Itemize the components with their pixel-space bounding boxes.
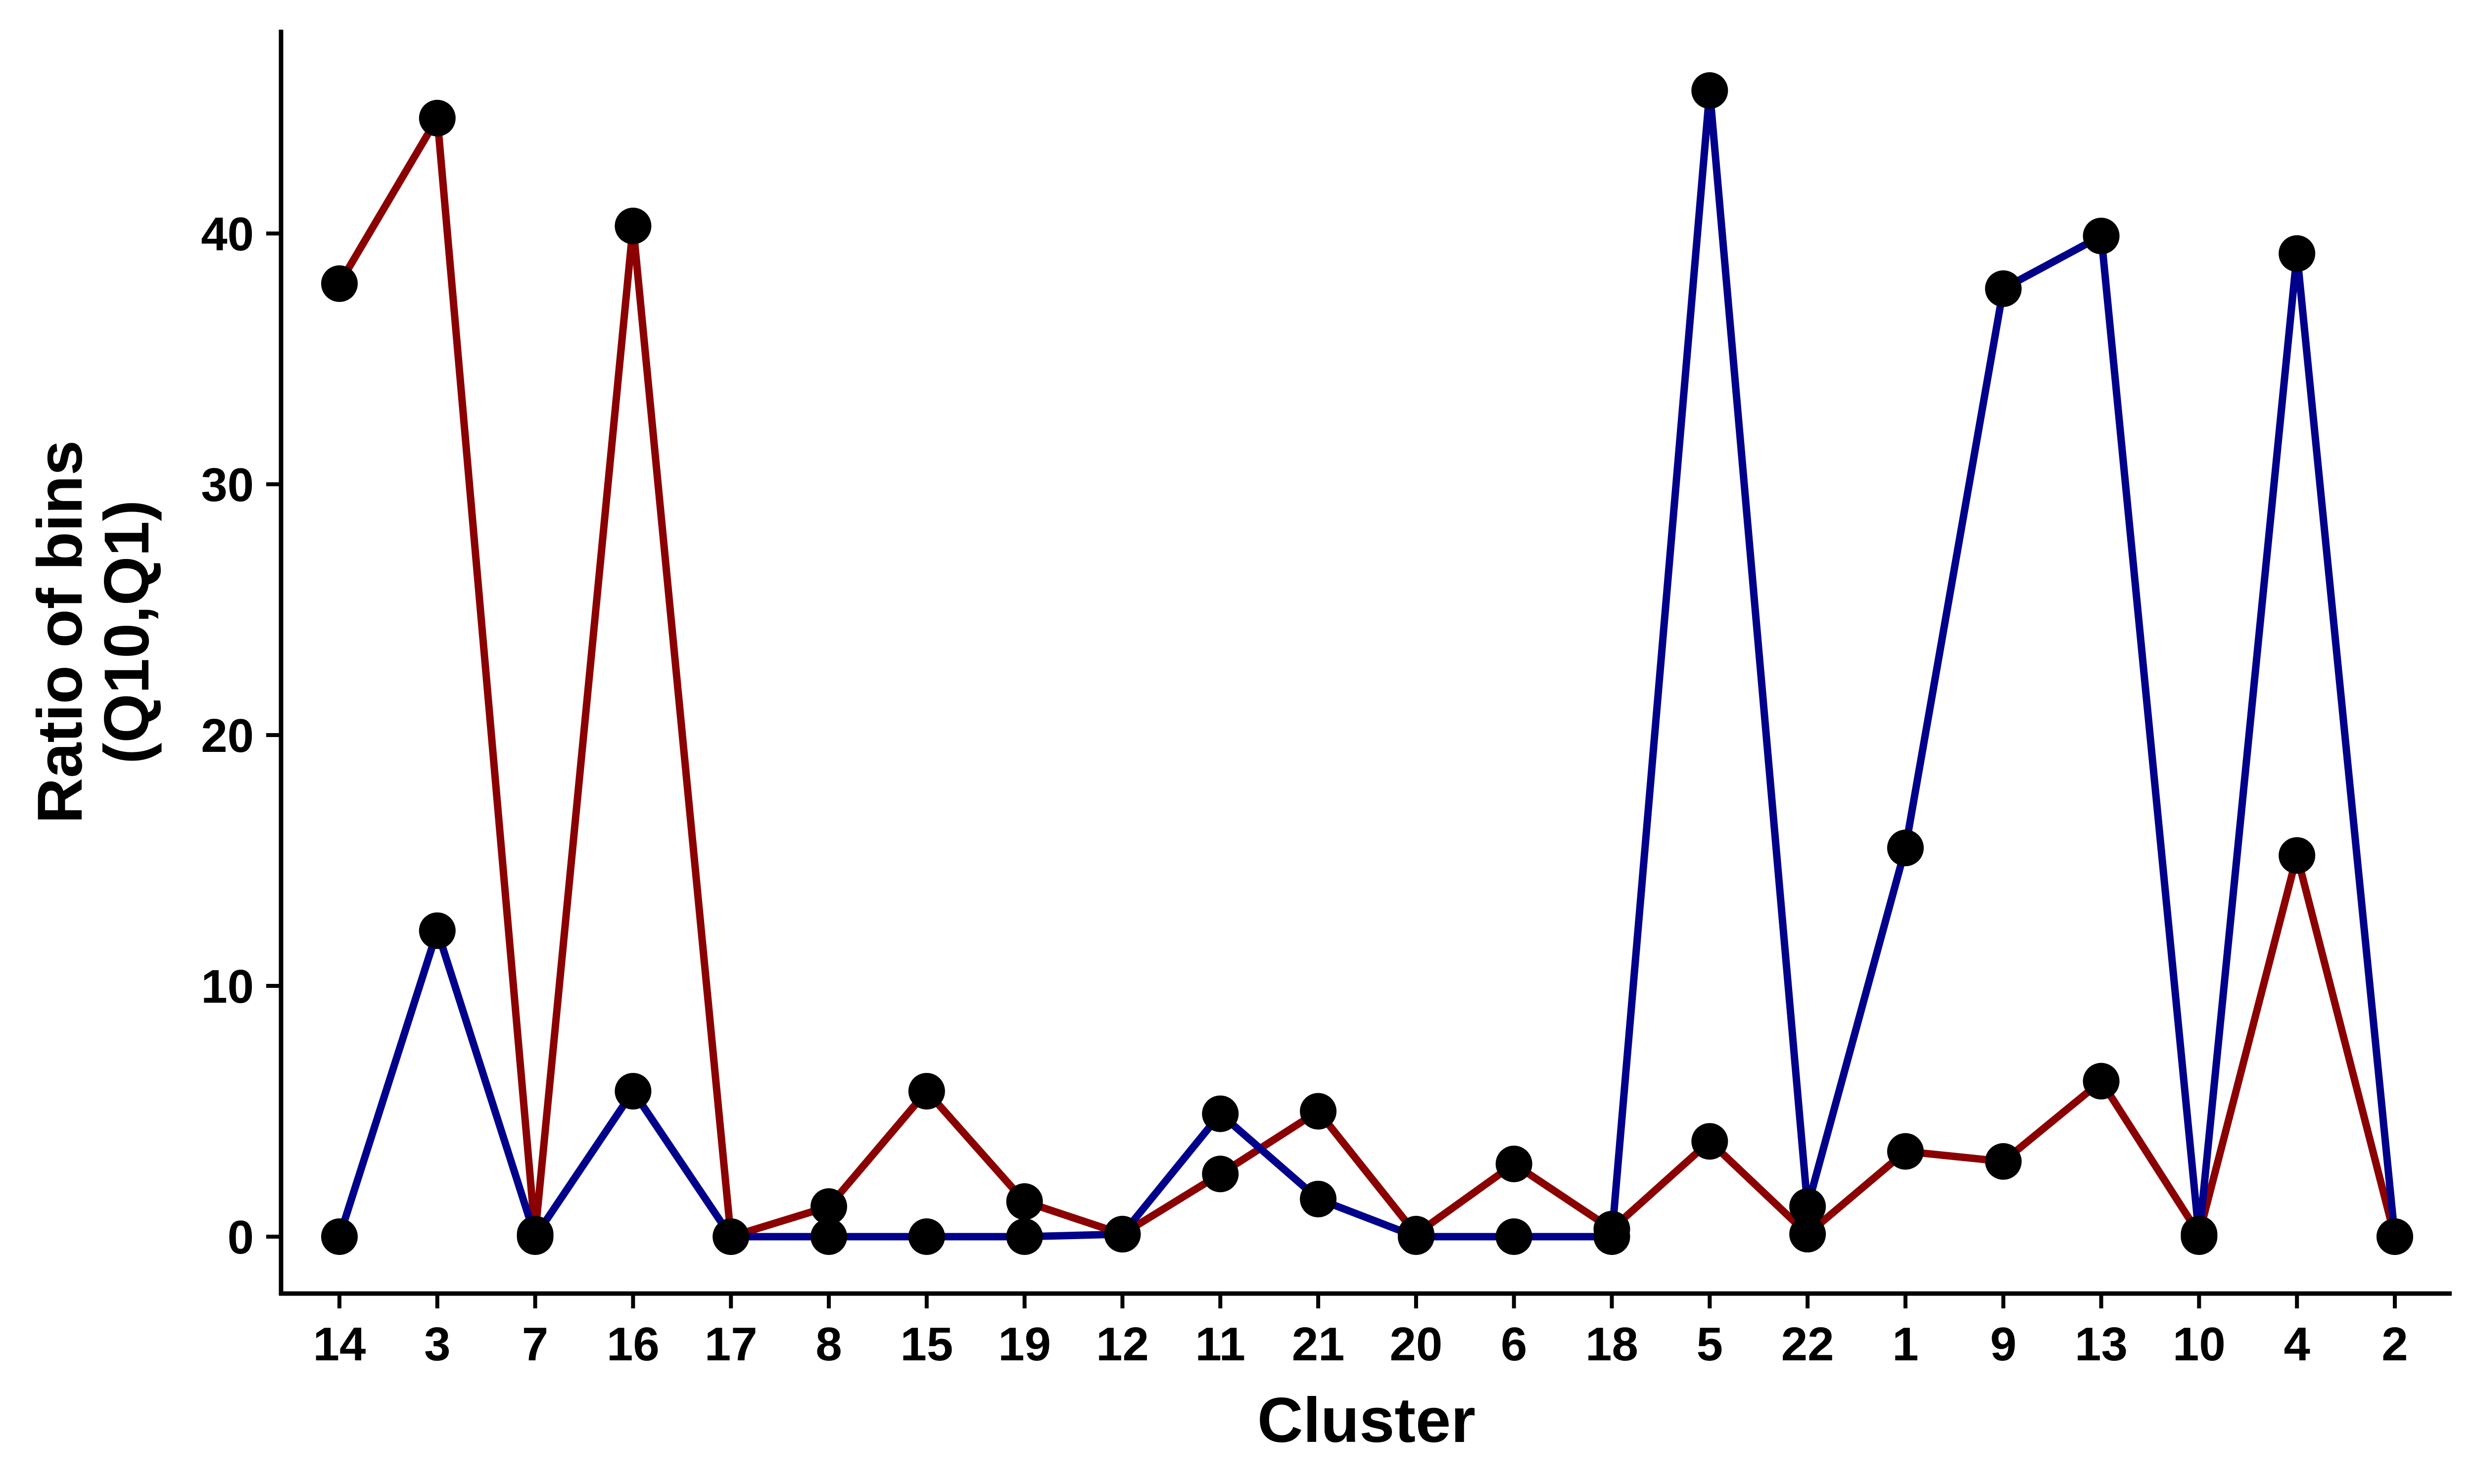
data-point	[419, 912, 456, 949]
x-tick-label: 2	[2381, 1318, 2408, 1371]
point-layer	[321, 72, 2413, 1255]
series-layer	[335, 90, 2399, 1246]
x-tick-label: 1	[1892, 1318, 1918, 1371]
x-tick-label: 19	[998, 1318, 1051, 1371]
y-tick-label: 40	[201, 208, 254, 261]
data-point	[419, 99, 456, 137]
data-point	[321, 265, 358, 302]
data-point	[1006, 1218, 1043, 1255]
data-point	[908, 1218, 945, 1255]
y-axis-title-line-1: Ratio of bins	[25, 440, 95, 824]
data-point	[713, 1218, 750, 1255]
data-point	[1104, 1215, 1141, 1252]
x-tick-label: 22	[1781, 1318, 1834, 1371]
x-tick-label: 6	[1501, 1318, 1527, 1371]
x-tick-label: 7	[522, 1318, 548, 1371]
y-tick-label: 0	[228, 1211, 254, 1264]
data-point	[321, 1218, 358, 1255]
data-point	[1006, 1183, 1043, 1220]
x-tick-label: 17	[705, 1318, 758, 1371]
x-axis-title: Cluster	[1257, 1385, 1475, 1456]
data-point	[615, 1072, 652, 1110]
x-tick-label: 21	[1292, 1318, 1345, 1371]
data-point	[2083, 1063, 2120, 1100]
data-point	[1789, 1215, 1826, 1252]
y-tick-label: 30	[201, 459, 254, 511]
x-tick-label: 4	[2284, 1318, 2310, 1371]
data-point	[1985, 270, 2022, 307]
x-tick-label: 15	[900, 1318, 953, 1371]
data-point	[2279, 235, 2316, 272]
y-axis-title: Ratio of bins (Q10,Q1)	[25, 440, 162, 824]
data-point	[2181, 1218, 2218, 1255]
data-point	[1789, 1188, 1826, 1225]
x-tick-label: 9	[1990, 1318, 2016, 1371]
y-axis-title-line-2: (Q10,Q1)	[92, 500, 162, 764]
x-tick-label: 8	[815, 1318, 842, 1371]
x-tick-label: 14	[313, 1318, 366, 1371]
x-tick-label: 16	[607, 1318, 660, 1371]
data-point	[2083, 218, 2120, 255]
data-point	[615, 207, 652, 244]
data-point	[908, 1072, 945, 1110]
x-tick-label: 13	[2075, 1318, 2128, 1371]
data-point	[1495, 1145, 1532, 1182]
series-line-1	[336, 106, 2399, 1244]
x-tick-label: 20	[1390, 1318, 1443, 1371]
data-point	[2377, 1218, 2413, 1255]
x-tick-label: 10	[2173, 1318, 2226, 1371]
data-point	[517, 1218, 554, 1255]
y-tick-label: 10	[201, 960, 254, 1013]
data-point	[1202, 1095, 1239, 1132]
data-point	[1887, 830, 1924, 867]
data-point	[1691, 72, 1728, 109]
data-point	[810, 1218, 848, 1255]
x-tick-label: 18	[1585, 1318, 1638, 1371]
series-line-2	[335, 90, 2399, 1246]
x-tick-label: 3	[424, 1318, 450, 1371]
data-point	[1691, 1123, 1728, 1160]
data-point	[1985, 1143, 2022, 1180]
data-point	[1397, 1218, 1434, 1255]
data-point	[1300, 1180, 1337, 1217]
data-point	[1887, 1133, 1924, 1170]
x-tick-label: 5	[1697, 1318, 1723, 1371]
data-point	[1495, 1218, 1532, 1255]
data-point	[1593, 1218, 1630, 1255]
data-point	[810, 1188, 848, 1225]
x-tick-label: 11	[1195, 1318, 1245, 1371]
data-point	[1300, 1093, 1337, 1130]
y-axis-ticks: 0 10 20 30 40	[201, 208, 281, 1264]
y-tick-label: 20	[201, 709, 254, 762]
x-axis-ticks: 14 3 7 16 17 8 15 19 12 11 21 20 6 18 5 22 1 9 13 10 4 2	[313, 1294, 2408, 1371]
data-point	[2279, 837, 2316, 874]
x-tick-label: 12	[1096, 1318, 1149, 1371]
data-point	[1202, 1156, 1239, 1193]
